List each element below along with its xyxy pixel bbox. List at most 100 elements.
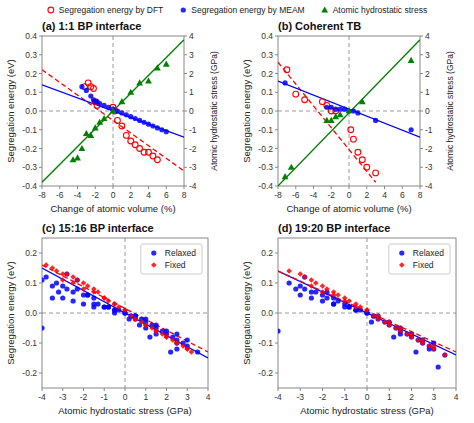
point bbox=[112, 310, 117, 315]
x-tick bbox=[95, 186, 96, 189]
point bbox=[139, 319, 145, 325]
point bbox=[369, 319, 374, 324]
point bbox=[160, 331, 166, 337]
point bbox=[420, 337, 426, 343]
y2-tick bbox=[184, 73, 187, 74]
x-tick-label: 8 bbox=[182, 190, 187, 200]
point bbox=[149, 325, 155, 331]
point bbox=[364, 307, 370, 313]
y-tick bbox=[39, 129, 42, 130]
y2-tick bbox=[420, 167, 423, 168]
point bbox=[87, 132, 94, 138]
legend-marker bbox=[321, 6, 328, 12]
point bbox=[81, 286, 87, 292]
y-tick-label: -0.2 bbox=[258, 144, 273, 154]
y2-tick-label: 4 bbox=[189, 31, 194, 41]
point bbox=[331, 301, 336, 306]
point bbox=[106, 298, 112, 304]
point bbox=[359, 98, 366, 104]
point bbox=[50, 265, 56, 271]
y-tick-label: 0.2 bbox=[25, 69, 37, 79]
y-tick-label: 0.2 bbox=[261, 69, 273, 79]
point bbox=[81, 301, 86, 306]
point bbox=[85, 283, 91, 289]
point bbox=[359, 157, 365, 163]
y-tick-label: -0.1 bbox=[22, 338, 37, 348]
point bbox=[184, 346, 190, 352]
point bbox=[398, 325, 404, 331]
title: (c) 15:16 BP interface bbox=[42, 222, 154, 234]
point bbox=[74, 277, 80, 283]
y2-tick-label: 1 bbox=[425, 87, 430, 97]
point bbox=[112, 301, 118, 307]
point bbox=[106, 304, 111, 309]
chart: -8-6-4-202468-0.4-0.3-0.2-0.10.00.10.20.… bbox=[0, 0, 474, 423]
x-tick bbox=[187, 388, 188, 391]
x-tick-label: -4 bbox=[274, 392, 282, 402]
point bbox=[101, 295, 107, 301]
fit-line bbox=[42, 265, 208, 352]
y2-tick-label: -4 bbox=[189, 181, 197, 191]
y-tick-label: -0.1 bbox=[22, 125, 37, 135]
x-tick-label: -8 bbox=[274, 190, 282, 200]
y-tick bbox=[39, 111, 42, 112]
point bbox=[50, 295, 55, 300]
point bbox=[164, 328, 169, 333]
legend-entry: Segregation energy by DFT bbox=[59, 5, 163, 15]
y-tick bbox=[39, 167, 42, 168]
x-tick-label: 0 bbox=[365, 392, 370, 402]
point bbox=[409, 127, 414, 132]
point bbox=[333, 107, 338, 112]
point bbox=[91, 301, 96, 306]
panel: -4-3-2-101234-0.2-0.10.00.10.2(d) 19:20 … bbox=[241, 222, 459, 416]
legend-box bbox=[389, 244, 450, 274]
legend: RelaxedFixed bbox=[389, 244, 450, 274]
x-tick-label: -3 bbox=[59, 392, 67, 402]
point bbox=[92, 124, 99, 130]
y-tick-label: 0.4 bbox=[261, 31, 273, 41]
y2-tick-label: -3 bbox=[425, 162, 433, 172]
point bbox=[331, 292, 337, 298]
point bbox=[337, 111, 344, 117]
x-axis-label: Atomic hydrostatic stress (GPa) bbox=[300, 405, 434, 416]
point bbox=[110, 107, 117, 113]
point bbox=[133, 116, 138, 121]
point bbox=[106, 304, 111, 309]
y-tick-label: 0.4 bbox=[25, 31, 37, 41]
y2-tick bbox=[184, 167, 187, 168]
y-tick-label: 0.3 bbox=[25, 50, 37, 60]
y-tick-label: -0.3 bbox=[22, 162, 37, 172]
point bbox=[342, 107, 347, 112]
point bbox=[309, 277, 315, 283]
point bbox=[420, 337, 425, 342]
x-tick-label: 6 bbox=[164, 190, 169, 200]
point bbox=[431, 343, 437, 349]
panel: -8-6-4-202468-0.4-0.3-0.2-0.10.00.10.20.… bbox=[5, 20, 220, 214]
x-tick-label: 2 bbox=[128, 190, 133, 200]
y2-tick-label: 0 bbox=[189, 106, 194, 116]
point bbox=[119, 123, 125, 129]
x-tick bbox=[104, 388, 105, 391]
point bbox=[154, 322, 159, 327]
point bbox=[355, 110, 360, 115]
y2-tick-label: 0 bbox=[425, 106, 430, 116]
legend-box bbox=[141, 244, 202, 274]
point bbox=[189, 349, 195, 355]
point bbox=[119, 110, 124, 115]
x-tick bbox=[384, 186, 385, 189]
point bbox=[97, 101, 102, 106]
x-axis-label: Change of atomic volume (%) bbox=[286, 203, 411, 214]
y-tick-label: 0.2 bbox=[261, 248, 273, 258]
point bbox=[154, 64, 161, 70]
plot-frame bbox=[42, 238, 208, 388]
point bbox=[128, 313, 134, 319]
point bbox=[64, 286, 69, 291]
x-tick bbox=[300, 388, 301, 391]
point bbox=[141, 120, 146, 125]
y-tick bbox=[275, 73, 278, 74]
point bbox=[398, 325, 403, 330]
legend: Segregation energy by DFTSegregation ene… bbox=[48, 5, 427, 15]
point bbox=[373, 118, 378, 123]
plot-area bbox=[42, 36, 184, 186]
point bbox=[133, 316, 138, 321]
